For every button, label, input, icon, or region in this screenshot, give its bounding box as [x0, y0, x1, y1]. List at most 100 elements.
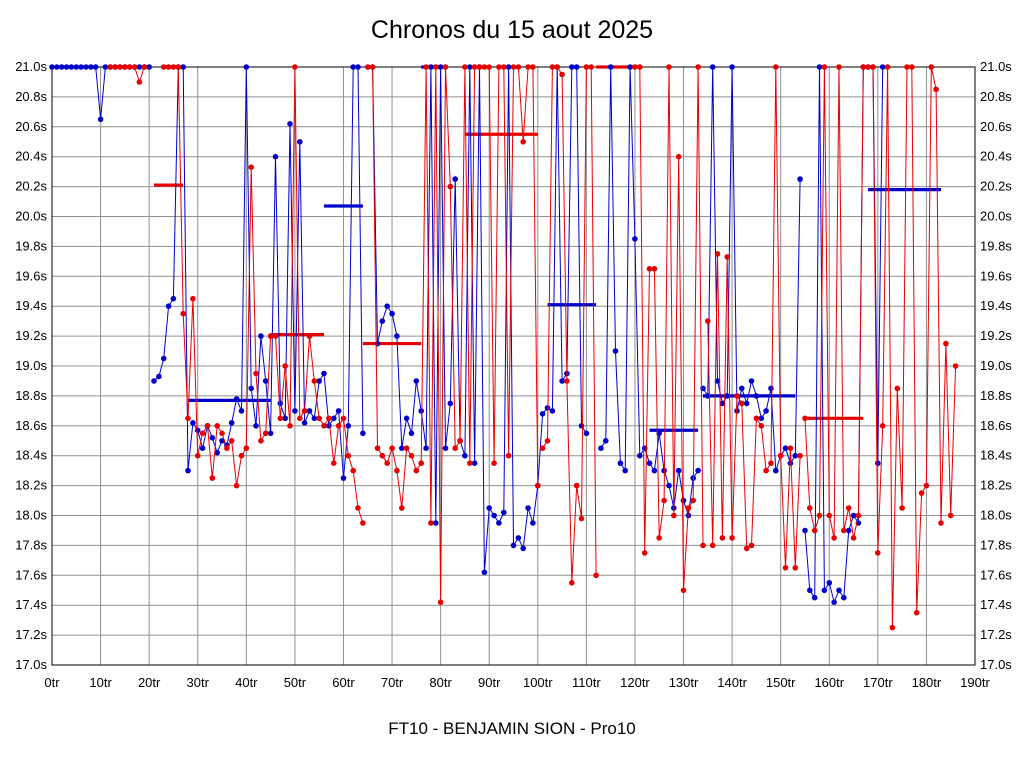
lap-point — [180, 310, 186, 317]
lap-point — [671, 512, 677, 519]
lap-point — [403, 445, 410, 452]
lap-line — [634, 66, 704, 591]
lap-point — [199, 445, 206, 452]
lap-point — [714, 251, 721, 257]
lap-point — [282, 363, 289, 369]
lap-point — [792, 452, 799, 459]
lap-point — [583, 64, 590, 70]
lap-point — [214, 449, 220, 456]
lap-point — [374, 445, 381, 452]
lap-point — [632, 64, 638, 70]
lap-point — [248, 164, 254, 170]
lap-point — [884, 64, 891, 70]
y-tick-label-right: 20.6s — [980, 119, 1012, 134]
lap-line — [804, 66, 864, 539]
lap-point — [282, 415, 289, 422]
lap-point — [107, 64, 114, 70]
lap-line — [163, 66, 364, 524]
lap-point — [340, 475, 347, 481]
lap-point — [782, 445, 789, 452]
lap-point — [909, 64, 915, 70]
lap-point — [598, 445, 604, 452]
chart-footer: FT10 - BENJAMIN SION - Pro10 — [388, 719, 636, 738]
lap-point — [287, 423, 293, 429]
x-tick-label: 50tr — [284, 675, 307, 690]
lap-point — [637, 64, 643, 70]
lap-point — [573, 64, 580, 70]
lap-point — [83, 64, 89, 70]
y-tick-label-left: 19.8s — [15, 238, 47, 253]
lap-point — [836, 64, 842, 70]
lap-point — [214, 423, 220, 429]
lap-line — [153, 66, 364, 479]
lap-point — [875, 550, 881, 556]
y-tick-label-right: 17.6s — [980, 567, 1012, 582]
lap-point — [389, 310, 395, 317]
lap-point — [151, 378, 157, 384]
lap-point — [238, 408, 245, 414]
lap-point — [233, 482, 240, 489]
red-driver-series — [107, 64, 959, 631]
lap-point — [816, 512, 823, 519]
lap-point — [292, 64, 298, 70]
lap-point — [360, 520, 366, 526]
lap-point — [748, 378, 755, 384]
lap-point — [525, 64, 531, 70]
lap-point — [301, 420, 308, 426]
lap-point — [481, 64, 488, 70]
lap-point — [821, 587, 828, 594]
lap-point — [262, 430, 269, 437]
lap-point — [122, 64, 128, 70]
lap-point — [933, 86, 939, 93]
lap-point — [384, 303, 391, 310]
y-tick-label-right: 20.4s — [980, 149, 1012, 164]
lap-point — [588, 64, 594, 70]
lap-point — [156, 373, 162, 380]
lap-point — [787, 460, 794, 467]
lap-point — [641, 550, 648, 556]
lap-point — [904, 64, 910, 70]
y-tick-label-right: 20.0s — [980, 209, 1012, 224]
y-tick-label-right: 17.8s — [980, 537, 1012, 552]
lap-point — [879, 423, 886, 429]
y-tick-label-left: 18.4s — [15, 448, 47, 463]
x-tick-label: 190tr — [960, 675, 990, 690]
lap-point — [194, 427, 201, 434]
lap-point — [544, 438, 551, 444]
lap-point — [97, 116, 104, 123]
lap-point — [651, 467, 658, 474]
lap-point — [345, 452, 352, 459]
lap-point — [126, 64, 133, 70]
lap-point — [773, 64, 779, 70]
lap-point — [262, 378, 269, 384]
lap-point — [870, 64, 876, 70]
lap-point — [695, 64, 701, 70]
lap-point — [437, 599, 444, 605]
lap-point — [855, 512, 862, 519]
lap-point — [530, 520, 536, 526]
lap-point — [826, 580, 833, 586]
x-tick-label: 90tr — [478, 675, 501, 690]
y-tick-label-left: 20.2s — [15, 179, 47, 194]
lap-point — [705, 318, 711, 324]
y-tick-label-left: 17.0s — [15, 657, 47, 672]
lap-point — [739, 385, 745, 392]
lap-point — [486, 64, 493, 70]
lap-point — [777, 452, 784, 459]
y-tick-label-right: 19.6s — [980, 268, 1012, 283]
lap-point — [510, 542, 517, 549]
lap-point — [836, 587, 842, 594]
x-tick-label: 100tr — [523, 675, 553, 690]
lap-point — [889, 624, 896, 631]
y-tick-label-left: 20.6s — [15, 119, 47, 134]
lap-point — [389, 445, 395, 452]
lap-point — [850, 512, 857, 519]
lap-point — [272, 333, 279, 339]
lap-point — [399, 505, 405, 511]
lap-point — [496, 520, 502, 526]
lap-point — [117, 64, 123, 70]
lap-point — [646, 460, 653, 467]
lap-point — [331, 415, 337, 422]
lap-point — [632, 236, 638, 242]
